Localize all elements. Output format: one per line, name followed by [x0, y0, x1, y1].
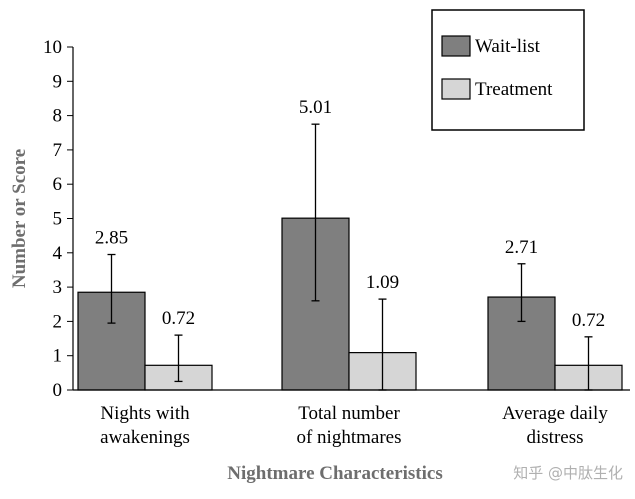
y-tick-label: 5	[53, 209, 63, 230]
bars-group	[77, 217, 623, 391]
category-label: Nights with awakenings	[100, 403, 190, 448]
legend-label: Wait-list	[475, 36, 541, 57]
category-label: Average daily distress	[502, 403, 608, 448]
category-label-line: of nightmares	[296, 427, 401, 448]
category-label-line: Average daily	[502, 403, 608, 424]
y-tick-label: 0	[53, 380, 63, 401]
y-axis-ticks: 0 1 2 3 4 5 6 7 8 9 10	[43, 37, 73, 401]
y-tick-label: 8	[53, 106, 63, 127]
error-bars-group	[107, 123, 593, 391]
watermark-text: 知乎 @中肽生化	[513, 464, 623, 482]
y-tick-label: 4	[53, 243, 63, 264]
value-label: 0.72	[162, 308, 195, 329]
category-label-line: distress	[527, 427, 584, 448]
value-label: 5.01	[299, 97, 332, 118]
category-label-line: awakenings	[100, 427, 190, 448]
y-axis-title: Number or Score	[9, 149, 30, 288]
legend-label: Treatment	[475, 79, 553, 100]
category-label: Total number of nightmares	[296, 403, 401, 448]
value-label: 1.09	[366, 272, 399, 293]
y-tick-label: 9	[53, 71, 63, 92]
category-label-line: Nights with	[100, 403, 190, 424]
y-tick-label: 1	[53, 346, 63, 367]
category-labels-group: Nights with awakenings Total number of nigh…	[100, 403, 608, 448]
legend-box	[431, 9, 585, 131]
legend-swatch	[441, 78, 471, 100]
value-label: 0.72	[572, 310, 605, 331]
y-tick-label: 3	[53, 277, 63, 298]
legend: Wait-list Treatment	[431, 9, 585, 131]
y-tick-label: 7	[53, 140, 63, 161]
value-labels-group: 2.85 5.01 2.71 0.72 1.09 0.72	[95, 97, 605, 331]
y-tick-label: 2	[53, 311, 63, 332]
x-axis-title: Nightmare Characteristics	[227, 463, 442, 484]
value-label: 2.85	[95, 228, 128, 249]
y-tick-label: 6	[53, 174, 63, 195]
legend-swatch	[441, 35, 471, 57]
y-tick-label: 10	[43, 37, 62, 58]
category-label-line: Total number	[298, 403, 400, 424]
value-label: 2.71	[505, 237, 538, 258]
